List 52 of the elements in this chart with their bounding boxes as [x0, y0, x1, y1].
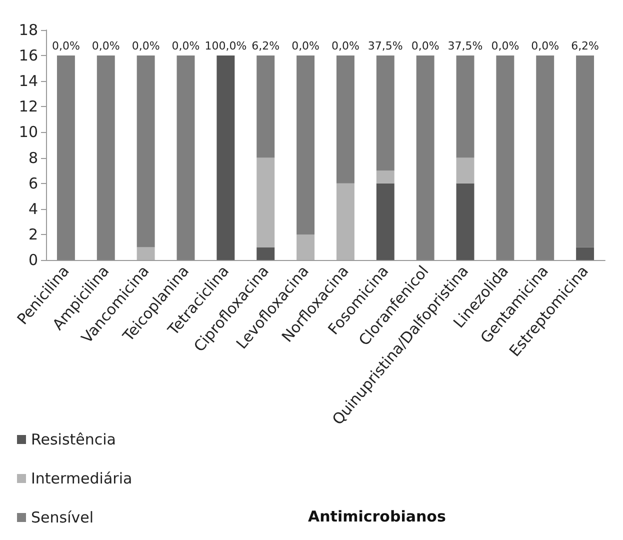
bar [336, 56, 354, 184]
bar [456, 158, 474, 184]
bar [296, 56, 315, 234]
annotation: 6,2% [571, 40, 600, 53]
bar [96, 56, 115, 260]
annotation: 0,0% [172, 40, 200, 53]
annotation: 6,2% [252, 40, 280, 53]
y-tick-label: 18 [18, 21, 38, 39]
annotation: 100,0% [204, 40, 247, 53]
bar [216, 56, 235, 260]
text: Antimicrobianos [308, 508, 446, 526]
bar [576, 247, 594, 260]
annotation: 37,5% [448, 40, 483, 53]
bar [336, 183, 354, 260]
legend-label: Intermediária [31, 470, 132, 488]
bar [256, 158, 275, 248]
annotation: 0,0% [92, 40, 120, 53]
bar [296, 234, 315, 260]
y-tick-label: 4 [28, 200, 38, 218]
annotation: 0,0% [411, 40, 440, 53]
y-tick-label: 12 [18, 98, 38, 116]
annotation: 0,0% [292, 40, 320, 53]
bar [496, 56, 514, 260]
annotation: 0,0% [491, 40, 520, 53]
legend-label: Resistência [31, 430, 116, 448]
annotation: 0,0% [331, 40, 360, 53]
y-tick-label: 2 [28, 225, 38, 244]
y-tick-label: 14 [18, 72, 38, 90]
bar [376, 170, 394, 184]
legend-label: Sensível [31, 508, 94, 526]
bar [456, 183, 474, 260]
bar [136, 247, 155, 260]
annotation: 37,5% [368, 40, 403, 53]
bar [416, 56, 434, 260]
bar [376, 56, 394, 171]
bar [256, 56, 275, 158]
bar [56, 56, 75, 260]
bar [376, 183, 394, 260]
annotation: 0,0% [52, 40, 80, 53]
bar [136, 56, 155, 248]
y-tick-label: 8 [28, 148, 38, 167]
y-tick-label: 16 [18, 46, 38, 65]
bar [576, 56, 594, 248]
bar [176, 56, 195, 260]
bar [256, 247, 275, 260]
bar [456, 56, 474, 158]
annotation: 0,0% [132, 40, 160, 53]
y-tick-label: 6 [28, 174, 38, 192]
y-tick-label: 10 [18, 123, 38, 142]
bar [536, 56, 554, 260]
annotation: 0,0% [531, 40, 560, 53]
y-tick-label: 0 [28, 251, 38, 269]
